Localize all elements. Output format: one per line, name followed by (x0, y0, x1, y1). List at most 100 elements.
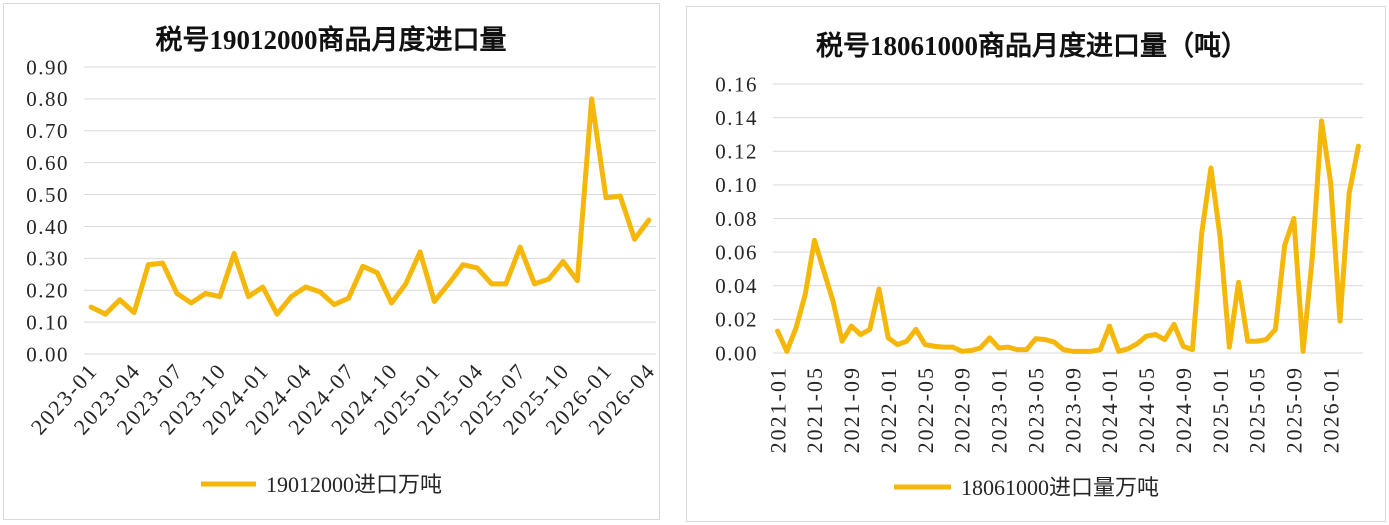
y-tick-label: 0.30 (26, 247, 69, 271)
data-point (145, 262, 151, 268)
line-chart-18061000: 税号18061000商品月度进口量（吨） 0.000.020.040.060.0… (715, 30, 1363, 500)
data-point (174, 291, 180, 296)
y-tick-label: 0.00 (26, 342, 69, 366)
data-point (532, 281, 537, 287)
data-point (941, 344, 946, 350)
y-tick-label: 0.90 (26, 55, 69, 79)
x-tick-label: 2023-01 (987, 366, 1012, 453)
gridlines (773, 83, 1363, 354)
x-tick-label: 2022-01 (876, 366, 901, 453)
chart-panel-left: 税号19012000商品月度进口量 0.00 0.10 0.20 0.30 0.40 0.… (3, 3, 660, 520)
data-point (1070, 348, 1076, 354)
x-tick-label: 2022-05 (913, 366, 938, 453)
y-tick-label: 0.02 (715, 308, 758, 332)
data-point (360, 263, 366, 269)
data-point (474, 265, 480, 271)
x-tick-label: 2021-09 (839, 366, 864, 453)
data-point (131, 310, 137, 315)
data-point (885, 335, 891, 341)
x-tick-label: 2021-05 (802, 366, 827, 453)
y-tick-label: 0.06 (715, 240, 758, 264)
data-point (417, 249, 423, 255)
data-point (830, 298, 836, 304)
chart-panel-right: 税号18061000商品月度进口量（吨） 0.00 0.02 0.04 0.06 0.0… (686, 6, 1386, 522)
data-point (1107, 323, 1112, 329)
x-tick-label: 2025-09 (1282, 366, 1307, 453)
data-point (1079, 348, 1085, 354)
data-point (203, 291, 208, 296)
chart-title: 税号18061000商品月度进口量（吨） (816, 30, 1248, 61)
y-tick-label: 0.08 (715, 207, 758, 231)
y-tick-label: 0.10 (26, 310, 69, 334)
data-point (560, 259, 566, 264)
data-point (346, 295, 351, 301)
data-point (403, 281, 409, 287)
x-tick-label: 2024-09 (1171, 366, 1196, 453)
data-point (617, 193, 623, 199)
data-point (1005, 344, 1011, 350)
y-axis-labels: 0.00 0.10 0.20 0.30 0.40 0.50 0.60 0.70 0.80 0.90 (26, 55, 69, 366)
y-axis-labels: 0.00 0.02 0.04 0.06 0.08 0.10 0.12 0.14 0.16 (715, 72, 758, 365)
y-tick-label: 0.70 (26, 119, 69, 143)
data-point (103, 311, 108, 317)
data-point (968, 348, 974, 353)
data-point (446, 281, 452, 287)
data-point (1355, 143, 1361, 149)
x-tick-label: 2021-01 (765, 366, 790, 453)
x-tick-label: 2024-01 (1097, 366, 1122, 453)
data-point (1245, 338, 1251, 344)
data-point (632, 236, 637, 242)
y-tick-label: 0.40 (26, 215, 69, 239)
data-point (88, 304, 94, 310)
data-point (812, 237, 817, 243)
data-point (1024, 347, 1029, 353)
data-point (160, 260, 166, 266)
data-point (1014, 347, 1020, 353)
data-point (931, 343, 937, 349)
legend-label: 19012000进口万吨 (266, 472, 442, 497)
x-tick-label: 2024-05 (1134, 366, 1159, 453)
data-point (603, 195, 609, 201)
data-point (1328, 180, 1334, 186)
data-point (1282, 243, 1288, 248)
data-point (1180, 343, 1186, 349)
data-point (867, 327, 873, 332)
data-point (1291, 216, 1297, 221)
data-point (1199, 231, 1205, 237)
data-point (775, 328, 781, 334)
data-point (1190, 347, 1195, 353)
x-tick-label: 2022-09 (950, 366, 975, 453)
data-point (1051, 339, 1057, 345)
data-point (274, 311, 280, 317)
data-point (260, 284, 266, 290)
chart-title: 税号19012000商品月度进口量 (156, 24, 507, 55)
y-tick-label: 0.00 (715, 341, 758, 365)
legend: 18061000进口量万吨 (894, 475, 1159, 500)
data-point (1116, 348, 1122, 354)
data-point (1134, 341, 1140, 347)
x-tick-label: 2025-01 (1208, 366, 1233, 453)
data-point (331, 302, 337, 307)
y-tick-label: 0.50 (26, 183, 69, 207)
data-point (1236, 279, 1241, 285)
y-tick-label: 0.14 (715, 106, 758, 130)
data-point (1125, 346, 1131, 352)
data-point (1097, 347, 1103, 353)
data-point (217, 294, 223, 299)
data-point (950, 344, 956, 350)
y-tick-label: 0.20 (26, 279, 69, 303)
data-point (978, 345, 983, 351)
x-tick-label: 2025-05 (1245, 366, 1270, 453)
data-point (231, 251, 237, 256)
data-point (793, 325, 799, 331)
y-tick-label: 0.12 (715, 140, 758, 164)
data-point (1060, 347, 1066, 353)
data-point (1171, 322, 1177, 327)
data-point (1033, 336, 1039, 342)
legend-label: 18061000进口量万吨 (961, 475, 1159, 500)
series-line (88, 96, 652, 317)
x-tick-label: 2023-05 (1023, 366, 1048, 453)
data-point (987, 335, 993, 341)
data-point (1088, 348, 1094, 354)
data-point (1300, 348, 1306, 354)
